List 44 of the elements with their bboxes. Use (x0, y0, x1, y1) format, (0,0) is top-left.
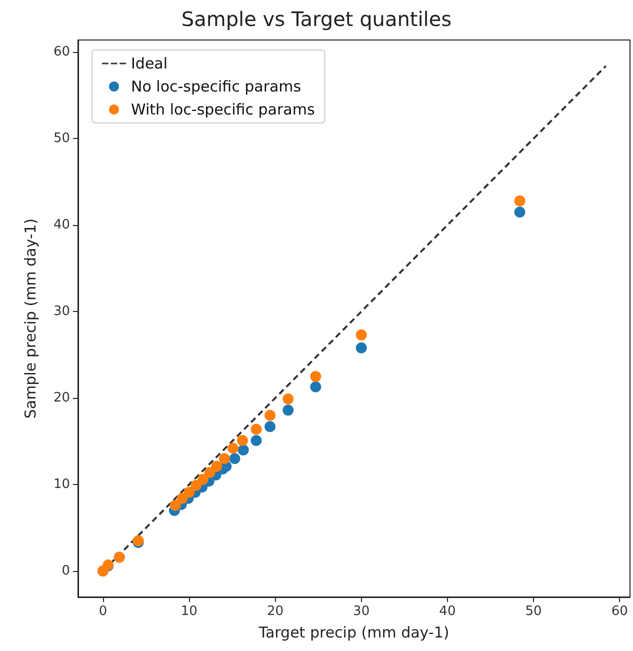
x-tick-label: 60 (611, 604, 628, 619)
y-tick-label: 30 (53, 304, 70, 320)
point (176, 492, 188, 504)
y-tick-label: 40 (53, 218, 70, 233)
point (250, 434, 262, 446)
point (184, 486, 195, 498)
x-tick-label: 50 (525, 604, 542, 619)
point (514, 206, 526, 218)
x-tick-label: 40 (439, 604, 456, 619)
point (229, 453, 240, 464)
legend-label: Ideal (131, 54, 168, 72)
point (514, 195, 526, 206)
point (250, 424, 262, 435)
y-tick-label: 50 (53, 131, 70, 146)
legend-label: With loc-specific params (131, 100, 315, 118)
point (204, 466, 216, 478)
point (228, 442, 239, 454)
point (211, 460, 222, 472)
x-tick-label: 20 (266, 604, 284, 619)
point (236, 434, 248, 446)
point (264, 421, 276, 432)
point (282, 404, 294, 416)
point (190, 480, 202, 491)
point (238, 444, 249, 456)
y-tick-label: 0 (62, 564, 70, 579)
chart-title: Sample vs Target quantiles (181, 7, 452, 31)
x-tick-label: 30 (353, 604, 370, 619)
point (310, 381, 322, 392)
point (310, 370, 322, 382)
x-tick-label: 10 (180, 604, 198, 619)
point (356, 342, 367, 354)
point (282, 393, 294, 404)
x-axis-title: Target precip (mm day-1) (258, 624, 450, 642)
y-tick-label: 60 (53, 44, 70, 60)
x-tick-label: 0 (98, 604, 108, 619)
y-axis-title: Sample precip (mm day-1) (22, 218, 40, 419)
legend-label: No loc-specific params (131, 78, 302, 96)
point (264, 410, 276, 421)
y-tick-label: 20 (53, 390, 70, 406)
point (218, 453, 230, 464)
point (170, 500, 181, 511)
point (356, 329, 367, 340)
y-tick-label: 10 (53, 477, 70, 492)
point (197, 474, 208, 485)
